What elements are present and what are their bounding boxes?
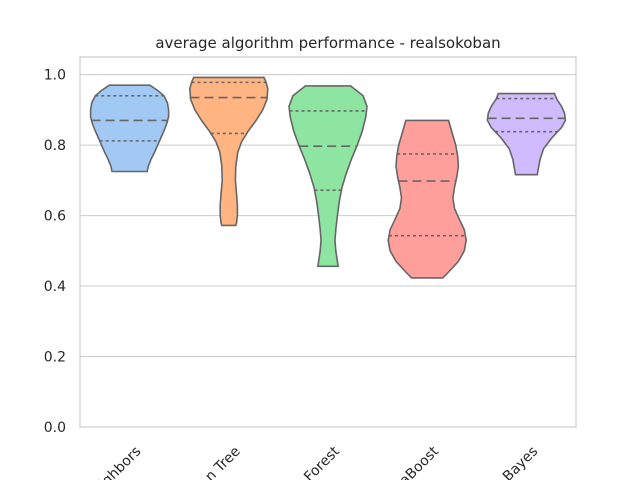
violin-body [387, 119, 468, 279]
x-tick-label: n Tree [202, 444, 243, 480]
violin-body [188, 76, 269, 227]
x-tick-label: Forest [301, 443, 343, 480]
violin-body [486, 92, 567, 176]
x-tick-label: ighbors [96, 444, 144, 480]
violin-body [89, 84, 170, 173]
y-tick-label: 0.4 [44, 279, 66, 295]
violin-layer [89, 76, 567, 279]
chart-title: average algorithm performance - realsoko… [155, 34, 500, 52]
y-tick-label: 0.8 [44, 138, 66, 154]
y-tick-label: 0.6 [44, 209, 66, 225]
violin-body [288, 85, 368, 268]
y-tick-label: 0.2 [44, 350, 66, 366]
y-tick-label: 1.0 [44, 68, 66, 84]
plot-frame [79, 56, 577, 428]
x-tick-labels: ighbors n Tree Forest aBoost Bayes [96, 443, 541, 480]
x-tick-label: Bayes [500, 444, 541, 480]
x-tick-label: aBoost [397, 443, 443, 480]
y-tick-labels: 0.0 0.2 0.4 0.6 0.8 1.0 [44, 68, 66, 436]
y-tick-label: 0.0 [44, 420, 66, 436]
